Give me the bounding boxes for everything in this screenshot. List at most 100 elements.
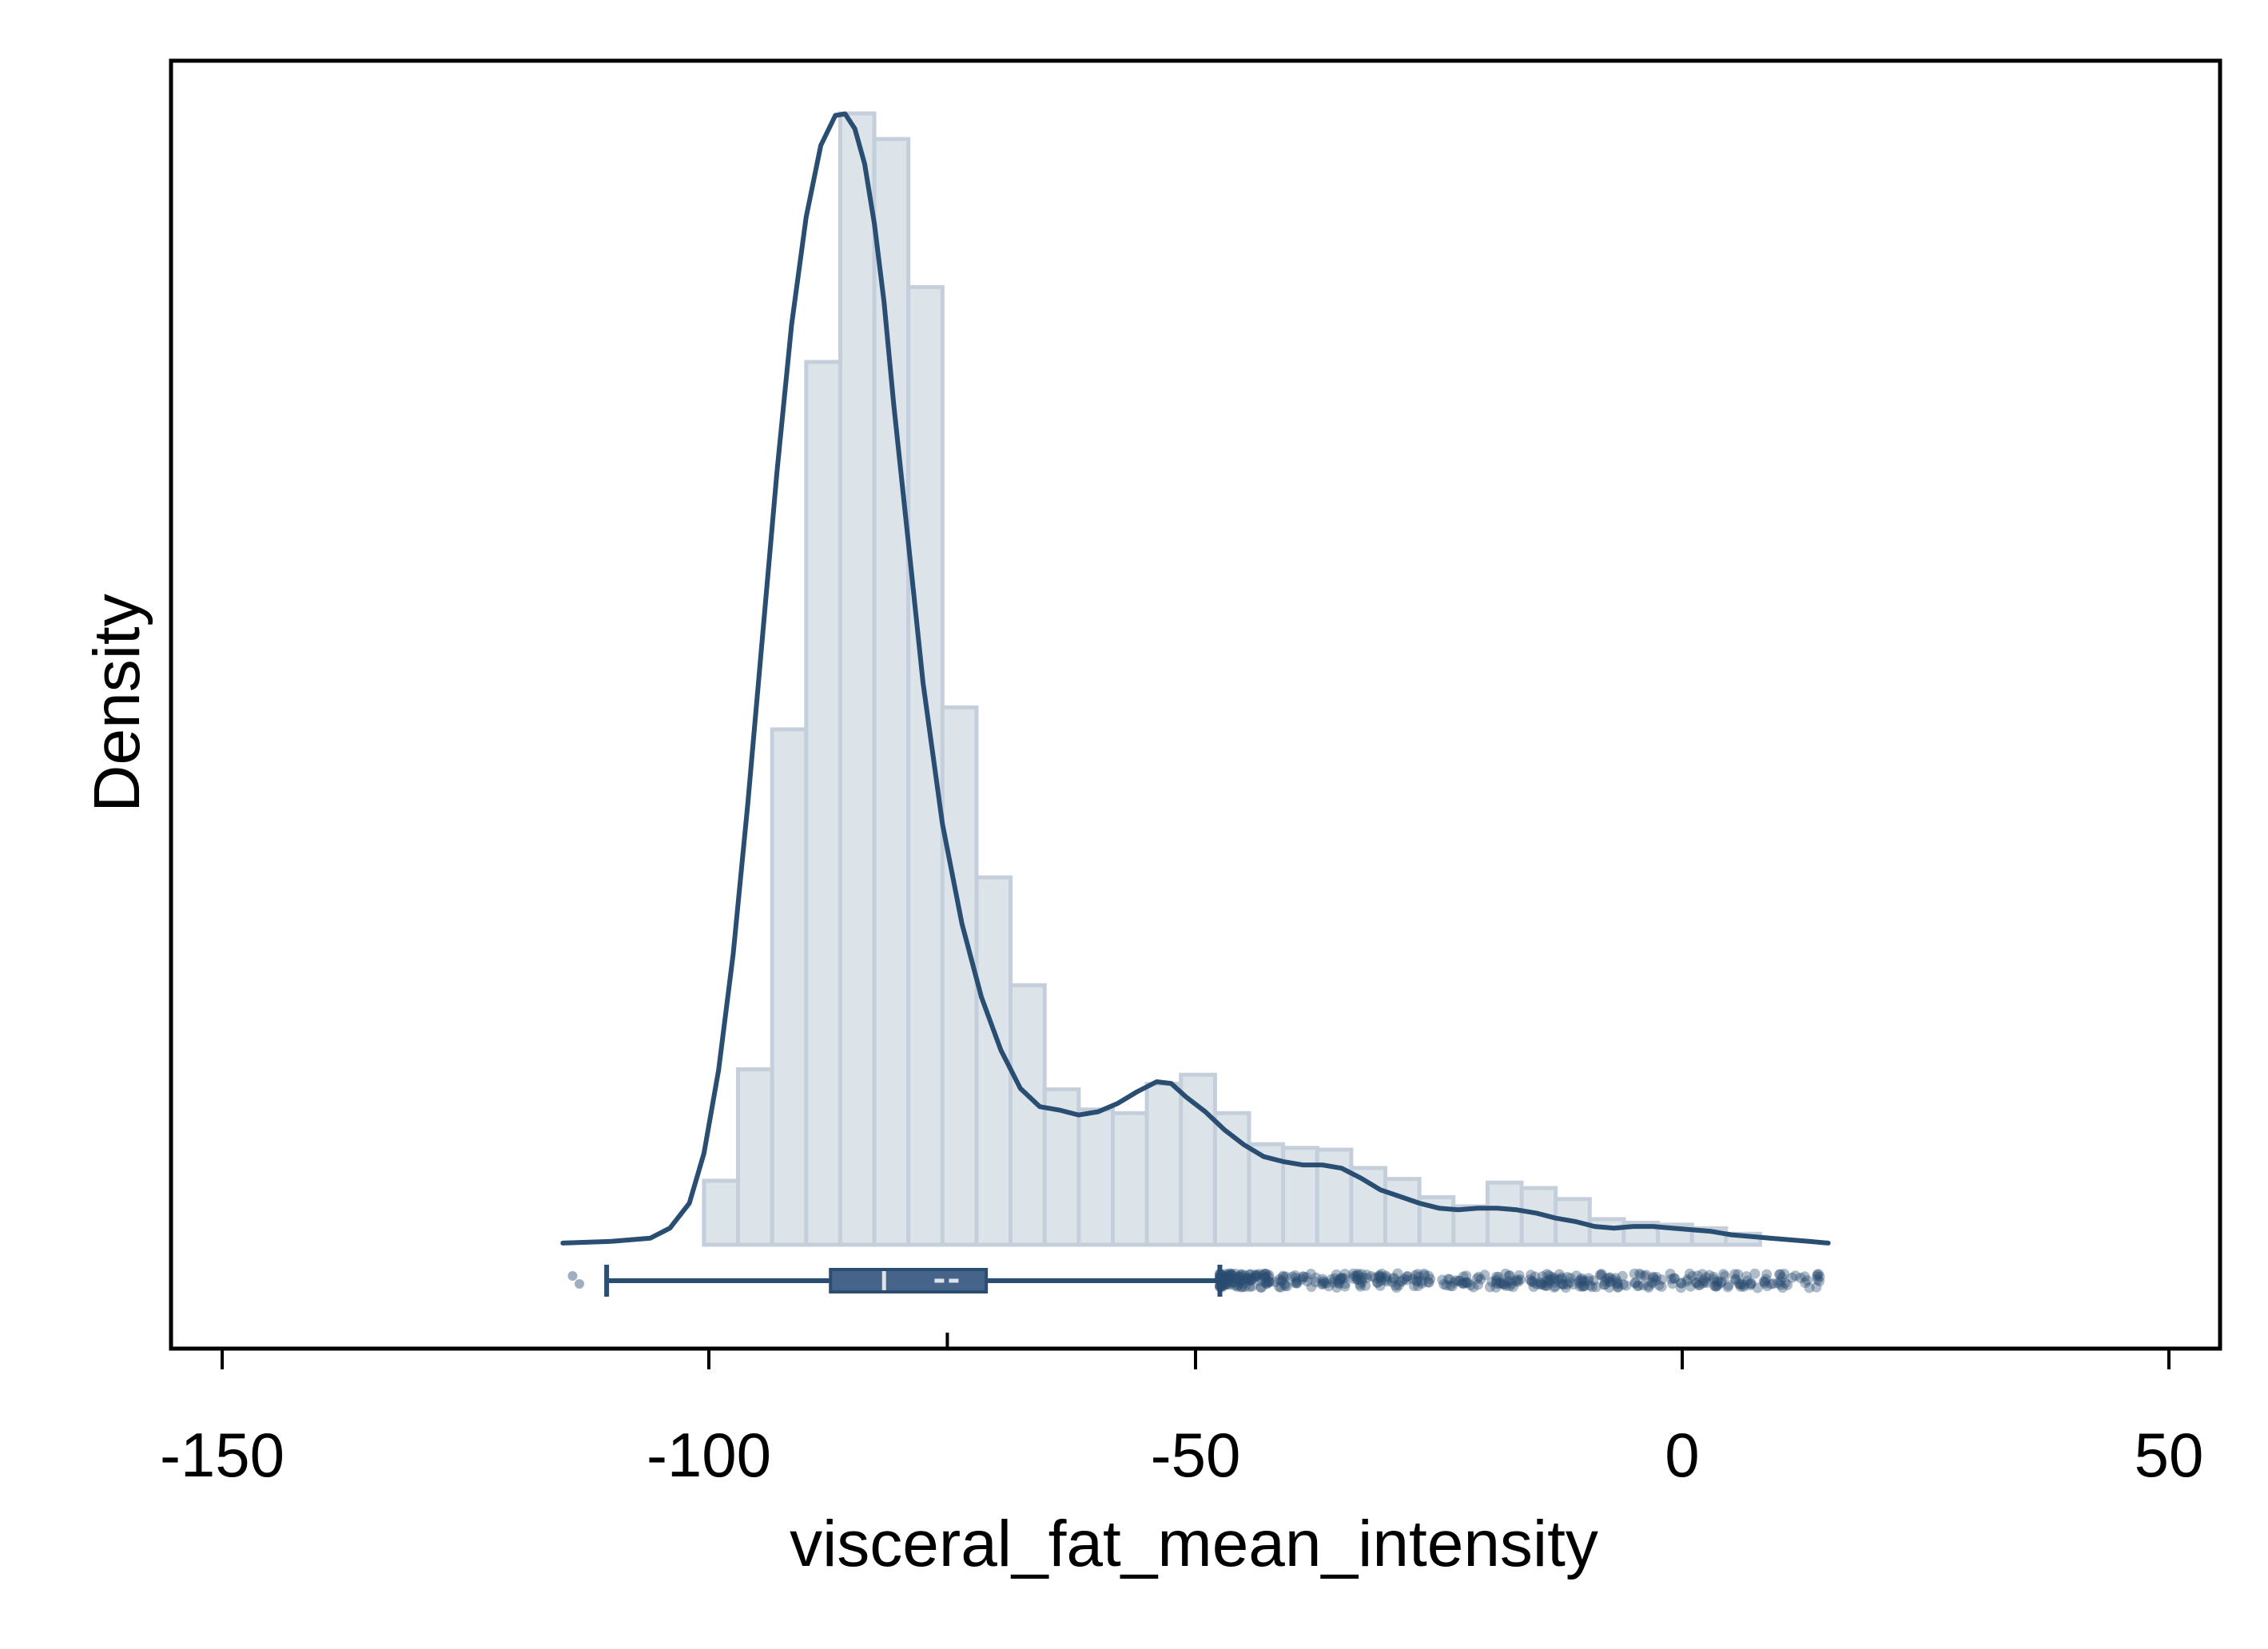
boxplot-outlier	[1503, 1270, 1514, 1281]
boxplot-outlier	[1388, 1272, 1399, 1283]
boxplot-outlier	[1473, 1271, 1484, 1282]
histogram-bar	[1383, 1177, 1422, 1247]
boxplot-outlier	[1629, 1277, 1641, 1289]
boxplot-outlier	[1576, 1273, 1587, 1284]
boxplot-outlier	[1712, 1280, 1723, 1291]
boxplot-outlier	[1687, 1270, 1698, 1281]
boxplot-outlier	[1372, 1277, 1383, 1288]
boxplot-outlier	[1605, 1277, 1616, 1288]
boxplot-outlier	[1454, 1275, 1465, 1286]
boxplot-outlier	[1685, 1281, 1696, 1292]
boxplot-outlier	[1281, 1281, 1292, 1292]
boxplot-outlier	[1812, 1274, 1823, 1285]
boxplot-outlier	[1339, 1278, 1351, 1289]
boxplot-outlier	[1669, 1273, 1680, 1284]
histogram-bars	[702, 111, 1762, 1247]
boxplot-outlier	[1675, 1282, 1686, 1293]
boxplot-outlier	[1230, 1273, 1241, 1283]
boxplot-outlier	[1741, 1271, 1752, 1282]
boxplot-outlier	[1239, 1281, 1251, 1293]
boxplot-outlier	[1542, 1280, 1553, 1291]
boxplot-outlier	[1228, 1277, 1239, 1288]
boxplot-outlier	[1468, 1281, 1479, 1293]
boxplot-outlier	[1352, 1274, 1363, 1285]
boxplot-outlier	[1247, 1273, 1257, 1284]
boxplot-outlier	[1219, 1276, 1230, 1287]
boxplot-outlier	[1298, 1271, 1309, 1282]
boxplot-outlier	[1388, 1274, 1399, 1285]
boxplot-outlier	[1556, 1274, 1567, 1285]
boxplot-outlier	[1255, 1276, 1266, 1286]
boxplot-outlier	[1217, 1276, 1228, 1287]
boxplot-outlier	[1355, 1281, 1366, 1292]
boxplot-outlier	[1730, 1274, 1741, 1285]
boxplot-outlier	[1232, 1271, 1243, 1282]
boxplot-outlier	[1692, 1270, 1703, 1281]
boxplot-outlier	[1291, 1277, 1302, 1289]
boxplot-outlier	[1465, 1280, 1476, 1291]
boxplot-outlier	[1491, 1278, 1502, 1289]
boxplot-outlier	[1236, 1269, 1247, 1280]
boxplot-outlier	[1684, 1268, 1695, 1279]
boxplot-outlier	[1274, 1281, 1284, 1293]
boxplot-outlier	[1774, 1269, 1785, 1280]
boxplot-outlier	[1412, 1281, 1423, 1292]
boxplot-outlier	[1733, 1277, 1745, 1289]
boxplot-outlier	[1419, 1270, 1430, 1281]
boxplot-outlier	[1542, 1269, 1553, 1280]
boxplot-outlier	[1475, 1274, 1486, 1285]
boxplot-outlier	[1745, 1277, 1757, 1289]
boxplot-outlier	[1380, 1274, 1391, 1285]
boxplot-outlier	[1353, 1270, 1363, 1281]
boxplot-outlier	[1511, 1275, 1522, 1286]
boxplot-outlier	[1495, 1277, 1506, 1288]
boxplot-outlier	[1374, 1271, 1384, 1282]
boxplot-outlier	[1216, 1281, 1227, 1292]
boxplot-outlier	[1376, 1268, 1387, 1279]
boxplot-outlier	[1339, 1269, 1351, 1279]
histogram-bar	[1349, 1166, 1388, 1247]
boxplot-outlier	[1218, 1277, 1229, 1289]
boxplot-outlier	[1601, 1274, 1612, 1284]
boxplot-outlier	[1526, 1276, 1538, 1287]
boxplot-outlier	[1234, 1275, 1245, 1286]
boxplot-outlier	[1215, 1276, 1226, 1287]
boxplot-outlier	[1502, 1276, 1514, 1287]
boxplot-outlier	[1701, 1272, 1712, 1283]
boxplot-outlier	[1261, 1277, 1272, 1289]
boxplot-outlier	[1232, 1280, 1243, 1291]
boxplot-outlier	[1274, 1274, 1285, 1285]
boxplot-outlier	[1525, 1274, 1535, 1285]
boxplot-outlier	[1500, 1268, 1511, 1279]
boxplot-outlier	[1761, 1269, 1773, 1280]
boxplot-outlier	[1691, 1277, 1702, 1289]
boxplot-outlier	[1302, 1276, 1313, 1287]
boxplot-outlier	[1280, 1271, 1291, 1282]
boxplot-outlier	[1613, 1281, 1624, 1293]
boxplot-outlier	[1565, 1277, 1575, 1288]
boxplot-outlier	[1514, 1270, 1525, 1281]
boxplot-outlier	[1708, 1271, 1719, 1282]
boxplot-outlier	[1775, 1279, 1786, 1290]
boxplot-outlier	[1647, 1277, 1657, 1288]
boxplot-outlier	[1291, 1275, 1303, 1286]
boxplot-outlier	[1278, 1270, 1288, 1281]
boxplot-outlier	[1335, 1273, 1347, 1284]
boxplot-outlier	[1528, 1281, 1539, 1293]
y-axis-title: Density	[81, 594, 153, 812]
x-tick-label: 0	[1665, 1420, 1699, 1490]
histogram-bar	[1110, 1111, 1149, 1247]
boxplot-outlier	[1590, 1281, 1602, 1293]
boxplot-outlier	[1224, 1279, 1235, 1290]
boxplot-outlier	[1799, 1271, 1810, 1282]
histogram-bar	[1485, 1180, 1524, 1247]
boxplot-outlier	[1676, 1277, 1687, 1289]
boxplot-outlier	[1719, 1270, 1730, 1281]
boxplot-outlier	[1585, 1280, 1596, 1291]
boxplot-outlier	[1738, 1279, 1749, 1290]
boxplot-outlier	[1598, 1279, 1609, 1290]
x-axis-title: visceral_fat_mean_intensity	[790, 1508, 1598, 1580]
boxplot-outlier	[1347, 1273, 1359, 1284]
boxplot-outlier	[1777, 1282, 1789, 1293]
boxplot-outlier	[1537, 1271, 1548, 1282]
